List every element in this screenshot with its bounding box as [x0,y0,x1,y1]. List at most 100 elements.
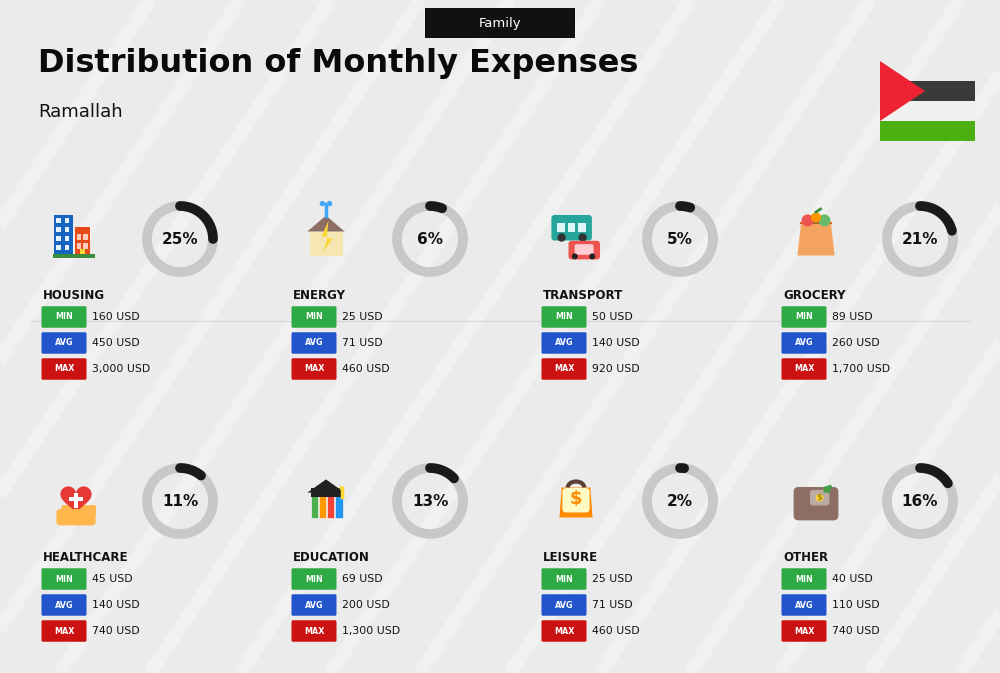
Text: 16%: 16% [902,493,938,509]
FancyBboxPatch shape [551,215,592,240]
Text: 50 USD: 50 USD [592,312,633,322]
Circle shape [578,234,587,242]
Text: 5%: 5% [667,232,693,246]
Text: MIN: MIN [795,312,813,322]
Circle shape [557,234,566,242]
FancyBboxPatch shape [77,234,81,240]
FancyBboxPatch shape [56,236,61,242]
FancyBboxPatch shape [782,568,826,590]
FancyBboxPatch shape [310,232,342,256]
FancyBboxPatch shape [70,505,79,516]
Text: 460 USD: 460 USD [592,626,640,636]
Circle shape [818,215,830,226]
Text: 1,300 USD: 1,300 USD [342,626,400,636]
Text: MAX: MAX [304,365,324,374]
Text: 140 USD: 140 USD [92,600,140,610]
FancyBboxPatch shape [542,594,586,616]
Text: MAX: MAX [794,627,814,635]
Polygon shape [797,223,835,256]
Text: 450 USD: 450 USD [92,338,140,348]
FancyBboxPatch shape [782,332,826,354]
FancyBboxPatch shape [575,244,594,255]
FancyBboxPatch shape [65,245,69,250]
FancyBboxPatch shape [810,490,830,505]
Text: AVG: AVG [305,339,323,347]
FancyBboxPatch shape [311,488,341,497]
Text: 460 USD: 460 USD [342,364,390,374]
Text: 21%: 21% [902,232,938,246]
FancyBboxPatch shape [782,594,826,616]
Circle shape [572,254,578,259]
FancyBboxPatch shape [794,487,838,520]
Text: Family: Family [479,17,521,30]
Text: 200 USD: 200 USD [342,600,390,610]
Text: OTHER: OTHER [783,551,828,564]
Text: 11%: 11% [162,493,198,509]
FancyBboxPatch shape [782,358,826,380]
FancyBboxPatch shape [782,306,826,328]
Text: 89 USD: 89 USD [832,312,873,322]
Text: EDUCATION: EDUCATION [293,551,370,564]
FancyBboxPatch shape [53,254,95,258]
Text: AVG: AVG [795,339,813,347]
FancyBboxPatch shape [42,358,87,380]
Text: 110 USD: 110 USD [832,600,880,610]
FancyBboxPatch shape [61,505,71,516]
FancyBboxPatch shape [291,568,336,590]
FancyBboxPatch shape [42,594,87,616]
Text: MAX: MAX [304,627,324,635]
Text: MIN: MIN [555,312,573,322]
FancyBboxPatch shape [42,332,87,354]
Polygon shape [60,487,92,515]
Text: 71 USD: 71 USD [342,338,383,348]
FancyBboxPatch shape [42,621,87,642]
Circle shape [802,215,814,226]
Polygon shape [307,215,345,232]
FancyBboxPatch shape [56,245,61,250]
Text: 140 USD: 140 USD [592,338,640,348]
Text: 6%: 6% [417,232,443,246]
Text: MIN: MIN [555,575,573,583]
FancyBboxPatch shape [425,8,575,38]
FancyBboxPatch shape [542,568,586,590]
FancyBboxPatch shape [42,306,87,328]
Text: MIN: MIN [795,575,813,583]
FancyBboxPatch shape [335,496,342,518]
FancyBboxPatch shape [880,121,975,141]
FancyBboxPatch shape [65,218,69,223]
FancyBboxPatch shape [782,621,826,642]
Text: 25 USD: 25 USD [342,312,383,322]
Text: MAX: MAX [54,627,74,635]
FancyBboxPatch shape [291,358,336,380]
Circle shape [589,254,595,259]
FancyBboxPatch shape [69,497,83,501]
Circle shape [327,201,332,207]
Text: 40 USD: 40 USD [832,574,873,584]
FancyBboxPatch shape [78,505,88,516]
FancyBboxPatch shape [568,241,600,259]
Polygon shape [307,479,345,493]
Text: MIN: MIN [55,575,73,583]
FancyBboxPatch shape [311,496,318,518]
FancyBboxPatch shape [65,236,69,242]
Text: 69 USD: 69 USD [342,574,383,584]
FancyBboxPatch shape [291,621,336,642]
Text: 260 USD: 260 USD [832,338,880,348]
Circle shape [811,212,821,223]
FancyBboxPatch shape [568,223,575,232]
FancyBboxPatch shape [56,227,61,232]
FancyBboxPatch shape [291,306,336,328]
Text: MAX: MAX [794,365,814,374]
FancyBboxPatch shape [319,496,326,518]
Circle shape [320,201,325,207]
FancyBboxPatch shape [83,243,88,248]
Text: AVG: AVG [55,339,73,347]
FancyBboxPatch shape [83,234,88,240]
Text: $: $ [570,490,582,508]
Text: 13%: 13% [412,493,448,509]
Circle shape [339,486,344,490]
FancyBboxPatch shape [74,493,78,507]
FancyBboxPatch shape [77,243,81,248]
Text: LEISURE: LEISURE [543,551,598,564]
Text: MIN: MIN [305,575,323,583]
